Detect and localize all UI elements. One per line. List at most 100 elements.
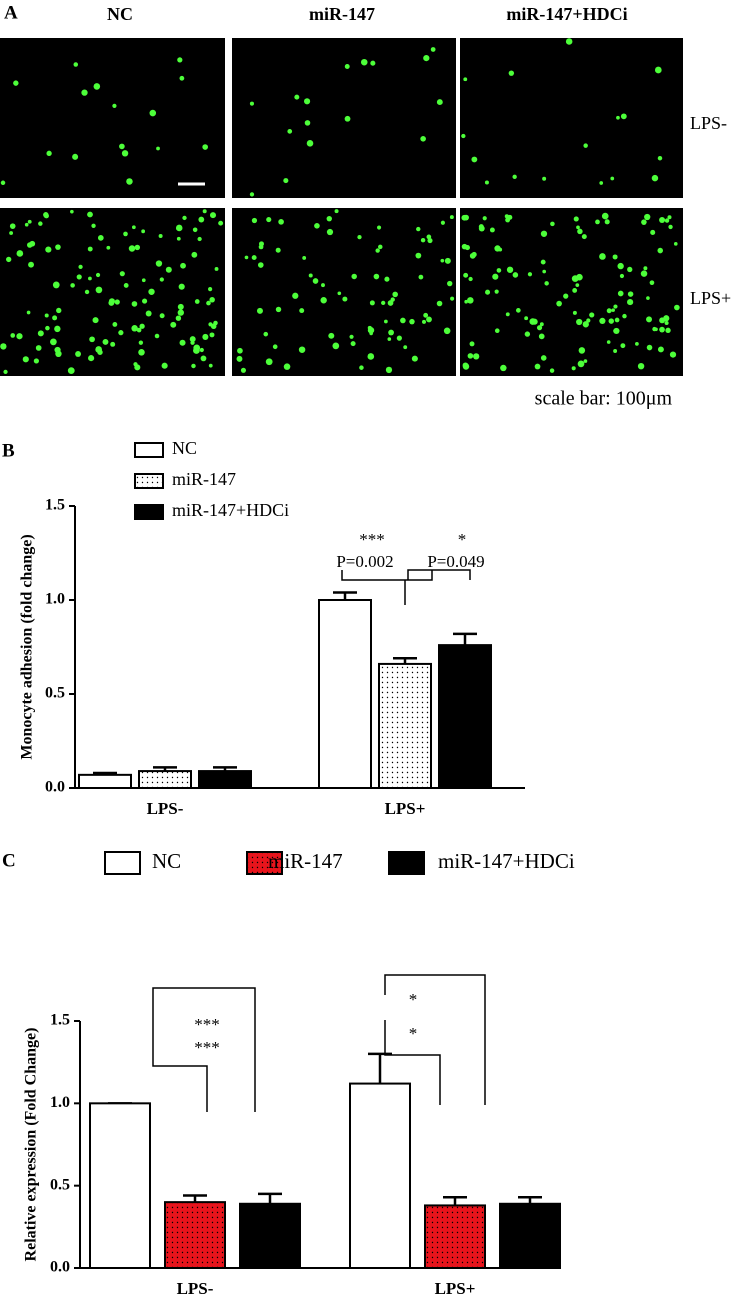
cell xyxy=(175,315,182,321)
cell xyxy=(644,213,651,221)
cell xyxy=(524,316,529,321)
cell xyxy=(468,276,473,282)
cell xyxy=(97,235,104,241)
cell xyxy=(131,301,138,307)
cell xyxy=(244,255,249,260)
cell xyxy=(176,236,181,241)
annotation: * xyxy=(409,990,418,1009)
cell xyxy=(494,289,499,294)
cell xyxy=(383,319,388,324)
cell xyxy=(283,363,291,370)
cell xyxy=(334,209,339,214)
cell xyxy=(161,362,168,369)
bar xyxy=(89,1102,151,1270)
cell xyxy=(312,278,319,284)
legend-label: miR-147 xyxy=(172,469,236,489)
cell xyxy=(595,219,600,225)
cell xyxy=(369,331,373,336)
y-tick-label: 1.0 xyxy=(50,1094,70,1111)
cell xyxy=(87,246,93,252)
cell xyxy=(637,362,645,370)
cell xyxy=(214,267,219,271)
cell xyxy=(110,341,116,347)
cell xyxy=(370,60,376,66)
cell xyxy=(469,341,475,347)
cell xyxy=(302,256,307,260)
cell xyxy=(275,306,282,313)
cell xyxy=(657,155,663,161)
cell xyxy=(444,257,451,264)
cell xyxy=(610,176,615,181)
cell xyxy=(145,310,152,317)
cell xyxy=(577,228,583,235)
cell xyxy=(200,355,207,362)
cell xyxy=(420,237,426,243)
cell xyxy=(209,297,215,303)
cell xyxy=(506,266,514,273)
legend-label: miR-147+HDCi xyxy=(172,500,289,520)
cell xyxy=(462,363,470,370)
cell xyxy=(112,322,118,327)
cell xyxy=(485,289,491,295)
cell xyxy=(193,344,201,352)
cell xyxy=(369,300,375,306)
cell xyxy=(619,273,625,279)
cell xyxy=(471,251,477,258)
cell xyxy=(123,231,128,237)
cell xyxy=(344,115,351,122)
cell xyxy=(121,150,129,157)
cell xyxy=(427,237,433,244)
micrograph xyxy=(460,38,683,198)
cell xyxy=(443,327,451,335)
cell xyxy=(26,242,33,248)
cell xyxy=(89,336,95,343)
cell xyxy=(75,351,81,357)
bar xyxy=(239,1202,301,1270)
cell xyxy=(387,300,394,306)
cell xyxy=(489,227,495,233)
legend-label: NC xyxy=(152,849,181,873)
cell xyxy=(578,347,586,354)
cell xyxy=(538,333,545,340)
cell xyxy=(55,244,61,250)
cell xyxy=(627,291,634,297)
cell xyxy=(95,286,103,294)
cell xyxy=(576,273,583,281)
x-tick-label: LPS- xyxy=(147,799,184,818)
cell xyxy=(426,316,432,323)
cell xyxy=(148,288,155,295)
panel-label: A xyxy=(4,2,18,23)
cell xyxy=(165,266,172,273)
y-tick-label: 0.5 xyxy=(45,685,65,702)
cell xyxy=(16,333,23,340)
legend-label: miR-147 xyxy=(268,849,343,873)
cell xyxy=(467,353,474,359)
y-tick-label: 1.5 xyxy=(50,1012,70,1029)
cell xyxy=(478,224,484,230)
annotation: *** xyxy=(194,1015,220,1034)
cell xyxy=(385,366,393,374)
cell xyxy=(213,320,218,326)
cell xyxy=(131,225,136,230)
cell xyxy=(54,325,61,333)
cell xyxy=(449,215,454,220)
micrograph xyxy=(460,208,683,376)
cell xyxy=(646,316,653,323)
cell xyxy=(620,113,627,120)
cell xyxy=(665,327,671,334)
micrograph xyxy=(0,208,225,376)
cell xyxy=(202,209,207,214)
significance-bracket xyxy=(384,1020,441,1105)
cell xyxy=(22,356,29,363)
cell xyxy=(84,289,90,295)
cell xyxy=(420,135,426,142)
cell xyxy=(540,259,546,265)
cell xyxy=(9,223,16,229)
cell xyxy=(463,214,469,221)
cell xyxy=(308,273,313,278)
cell xyxy=(202,144,209,150)
cell xyxy=(450,296,455,301)
cell xyxy=(664,218,670,223)
cell xyxy=(400,317,406,324)
cell xyxy=(123,283,129,288)
